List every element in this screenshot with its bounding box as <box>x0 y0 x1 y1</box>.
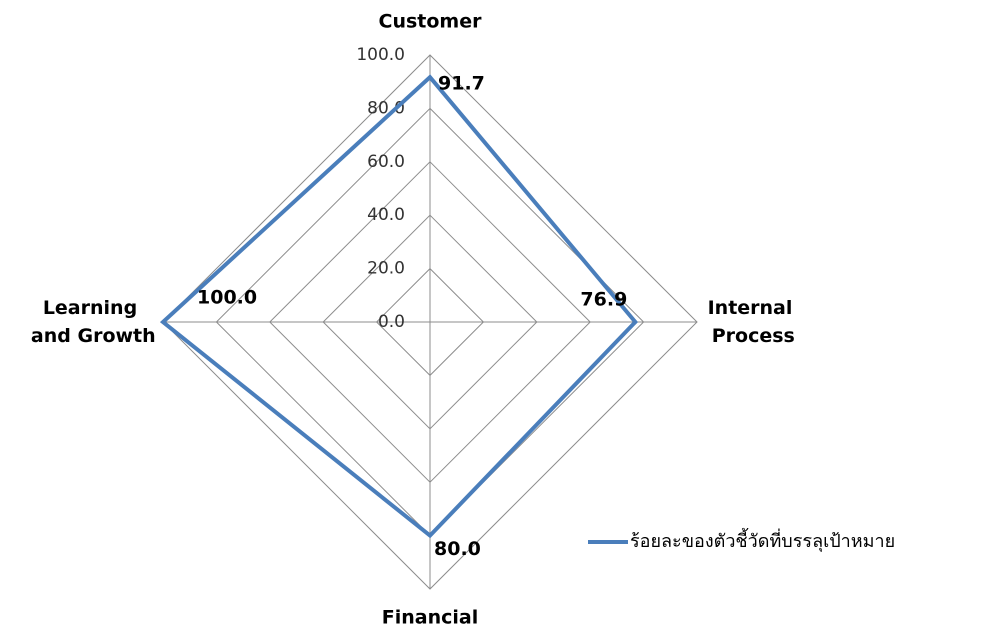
y-tick-label: 0.0 <box>378 312 405 332</box>
value-label: 76.9 <box>580 289 627 311</box>
category-label: Internal Process <box>705 297 795 347</box>
series-line <box>159 74 639 539</box>
y-tick-label: 60.0 <box>367 152 405 172</box>
category-label: Learning and Growth <box>24 297 155 347</box>
label-line: Process <box>705 325 795 347</box>
value-label: 91.7 <box>438 73 485 95</box>
label-line: Learning <box>43 297 137 319</box>
value-label: 100.0 <box>197 287 257 309</box>
legend-label: ร้อยละของตัวชี้วัดที่บรรลุเป้าหมาย <box>630 528 895 552</box>
y-tick-label: 80.0 <box>367 98 405 118</box>
y-tick-label: 40.0 <box>367 205 405 225</box>
y-tick-label: 20.0 <box>367 259 405 279</box>
category-label: Financial <box>382 607 478 629</box>
category-label: Customer <box>379 11 483 33</box>
label-line: Internal <box>708 297 793 319</box>
label-line: and Growth <box>24 325 155 347</box>
value-label: 80.0 <box>434 538 481 560</box>
y-tick-label: 100.0 <box>356 45 405 65</box>
